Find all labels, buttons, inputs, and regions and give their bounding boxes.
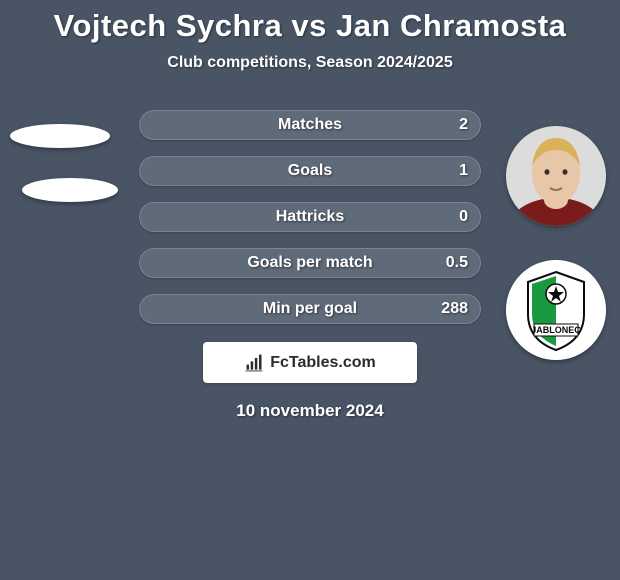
- bar-chart-icon: [244, 353, 264, 373]
- stat-row: Matches2: [139, 110, 481, 140]
- player-portrait-icon: [506, 126, 606, 226]
- stat-row: Hattricks0: [139, 202, 481, 232]
- stat-value-right: 2: [459, 111, 468, 139]
- stat-label: Hattricks: [140, 203, 480, 231]
- stat-label: Goals per match: [140, 249, 480, 277]
- stat-value-right: 1: [459, 157, 468, 185]
- player-right-avatar: [506, 126, 606, 226]
- stat-label: Goals: [140, 157, 480, 185]
- brand-text: FcTables.com: [270, 354, 376, 372]
- svg-text:JABLONEC: JABLONEC: [531, 325, 581, 335]
- stat-value-right: 288: [441, 295, 468, 323]
- page-title: Vojtech Sychra vs Jan Chramosta: [0, 0, 620, 44]
- stat-value-right: 0.5: [446, 249, 468, 277]
- brand-attribution: FcTables.com: [203, 342, 417, 383]
- club-badge-right: JABLONEC: [506, 260, 606, 360]
- stat-label: Min per goal: [140, 295, 480, 323]
- player-left-avatar-2: [22, 178, 118, 202]
- stat-row: Goals per match0.5: [139, 248, 481, 278]
- stat-row: Min per goal288: [139, 294, 481, 324]
- stat-value-right: 0: [459, 203, 468, 231]
- player-left-avatar-1: [10, 124, 110, 148]
- date-caption: 10 november 2024: [0, 401, 620, 421]
- stat-row: Goals1: [139, 156, 481, 186]
- stat-label: Matches: [140, 111, 480, 139]
- subtitle: Club competitions, Season 2024/2025: [0, 54, 620, 72]
- club-crest-icon: JABLONEC: [506, 260, 606, 360]
